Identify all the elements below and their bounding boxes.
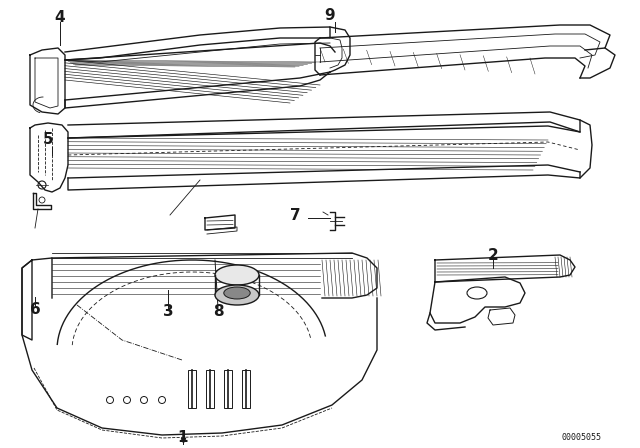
Text: 8: 8	[212, 305, 223, 319]
Bar	[206, 370, 214, 408]
Text: 5: 5	[43, 133, 53, 147]
Text: 2: 2	[488, 247, 499, 263]
Text: 3: 3	[163, 305, 173, 319]
Text: 00005055: 00005055	[562, 434, 602, 443]
Text: 7: 7	[290, 207, 300, 223]
Bar	[188, 370, 196, 408]
Text: 4: 4	[54, 9, 65, 25]
Bar	[242, 370, 250, 408]
Text: 6: 6	[29, 302, 40, 318]
Text: 9: 9	[324, 8, 335, 22]
Text: 1: 1	[178, 431, 188, 445]
Ellipse shape	[215, 285, 259, 305]
Bar	[224, 370, 232, 408]
Ellipse shape	[215, 265, 259, 285]
Ellipse shape	[224, 287, 250, 299]
